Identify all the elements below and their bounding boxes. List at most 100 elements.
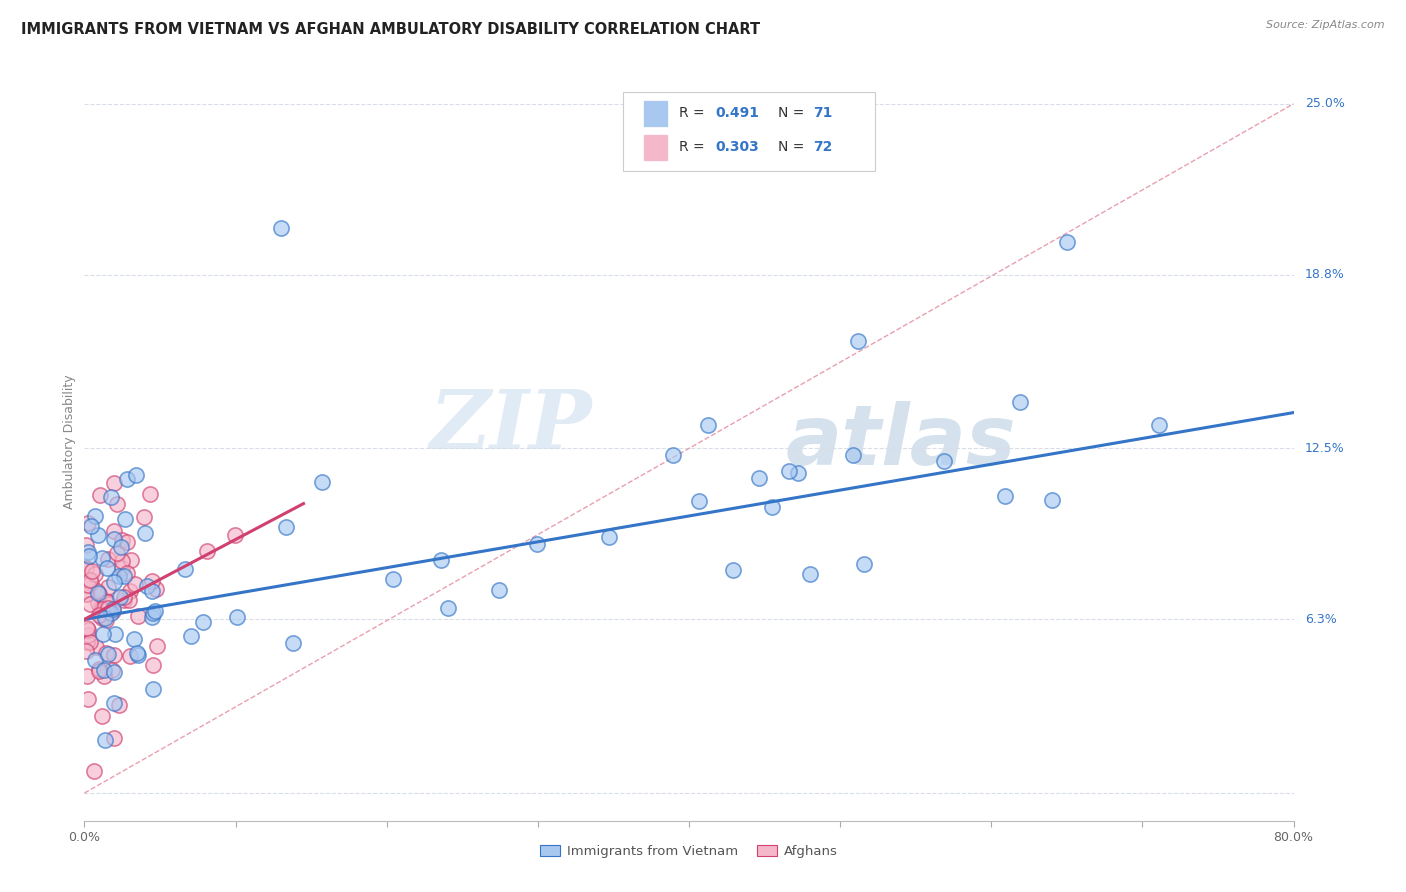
Text: 6.3%: 6.3%	[1305, 613, 1336, 626]
Point	[1010, 394, 1032, 409]
Point	[136, 578, 159, 592]
Point	[110, 591, 132, 605]
Y-axis label: Ambulatory Disability: Ambulatory Disability	[63, 375, 76, 508]
Point	[76, 516, 98, 530]
Point	[661, 449, 683, 463]
Point	[93, 669, 115, 683]
Point	[748, 471, 770, 485]
Point	[96, 561, 118, 575]
Point	[79, 635, 101, 649]
Point	[1147, 417, 1170, 432]
Point	[96, 594, 118, 608]
Point	[721, 563, 744, 577]
Point	[97, 597, 120, 611]
Text: N =: N =	[778, 140, 808, 154]
Point	[125, 467, 148, 482]
Point	[142, 606, 165, 620]
Point	[853, 558, 876, 572]
Point	[688, 494, 710, 508]
Point	[79, 576, 101, 591]
Point	[87, 664, 110, 678]
Point	[91, 627, 114, 641]
Point	[93, 611, 115, 625]
Point	[103, 648, 125, 662]
Point	[96, 593, 118, 607]
Point	[799, 567, 821, 582]
Point	[89, 601, 111, 615]
Point	[83, 653, 105, 667]
Point	[80, 564, 103, 578]
Point	[224, 527, 246, 541]
Point	[110, 553, 132, 567]
Point	[94, 733, 117, 747]
Point	[80, 519, 103, 533]
Point	[97, 600, 120, 615]
Point	[84, 640, 107, 655]
Point	[79, 597, 101, 611]
Text: 25.0%: 25.0%	[1305, 97, 1344, 111]
Point	[1040, 493, 1063, 508]
Point	[127, 609, 149, 624]
Text: Source: ZipAtlas.com: Source: ZipAtlas.com	[1267, 20, 1385, 29]
Point	[146, 639, 169, 653]
Text: atlas: atlas	[786, 401, 1017, 482]
Point	[120, 583, 142, 598]
Point	[105, 546, 128, 560]
Point	[382, 572, 405, 586]
Point	[103, 533, 125, 547]
Point	[103, 475, 125, 490]
Point	[87, 527, 110, 541]
Point	[114, 512, 136, 526]
Point	[145, 582, 167, 597]
Point	[84, 508, 107, 523]
Point	[75, 644, 97, 658]
Point	[120, 553, 142, 567]
Point	[90, 602, 112, 616]
Point	[110, 540, 132, 554]
Text: N =: N =	[778, 106, 808, 120]
Point	[195, 544, 218, 558]
Point	[79, 573, 101, 587]
Point	[274, 519, 297, 533]
Text: ZIP: ZIP	[430, 386, 592, 467]
Point	[134, 525, 156, 540]
Point	[103, 524, 125, 538]
Point	[761, 500, 783, 514]
Point	[127, 647, 149, 661]
Point	[115, 566, 138, 580]
Text: 0.491: 0.491	[716, 106, 759, 120]
Point	[79, 549, 101, 563]
Point	[598, 530, 620, 544]
Point	[87, 607, 110, 622]
Text: IMMIGRANTS FROM VIETNAM VS AFGHAN AMBULATORY DISABILITY CORRELATION CHART: IMMIGRANTS FROM VIETNAM VS AFGHAN AMBULA…	[21, 22, 761, 37]
Point	[932, 454, 955, 468]
Point	[994, 489, 1017, 503]
Point	[311, 475, 333, 489]
Point	[100, 491, 122, 505]
Point	[87, 586, 110, 600]
Point	[100, 607, 122, 621]
Point	[115, 535, 138, 549]
Point	[127, 648, 149, 663]
Point	[75, 561, 97, 575]
Point	[103, 731, 125, 745]
Point	[76, 622, 98, 636]
Point	[141, 658, 163, 673]
Point	[173, 561, 195, 575]
Point	[96, 646, 118, 660]
Point	[104, 627, 127, 641]
Point	[89, 488, 111, 502]
Point	[118, 649, 141, 664]
Point	[103, 604, 125, 618]
Point	[89, 662, 111, 676]
Point	[141, 609, 163, 624]
Point	[141, 574, 163, 588]
Point	[191, 615, 214, 629]
Point	[86, 583, 108, 598]
Point	[115, 472, 138, 486]
Point	[124, 577, 146, 591]
Point	[488, 582, 510, 597]
Point	[76, 587, 98, 601]
Point	[76, 634, 98, 648]
Point	[77, 578, 100, 592]
